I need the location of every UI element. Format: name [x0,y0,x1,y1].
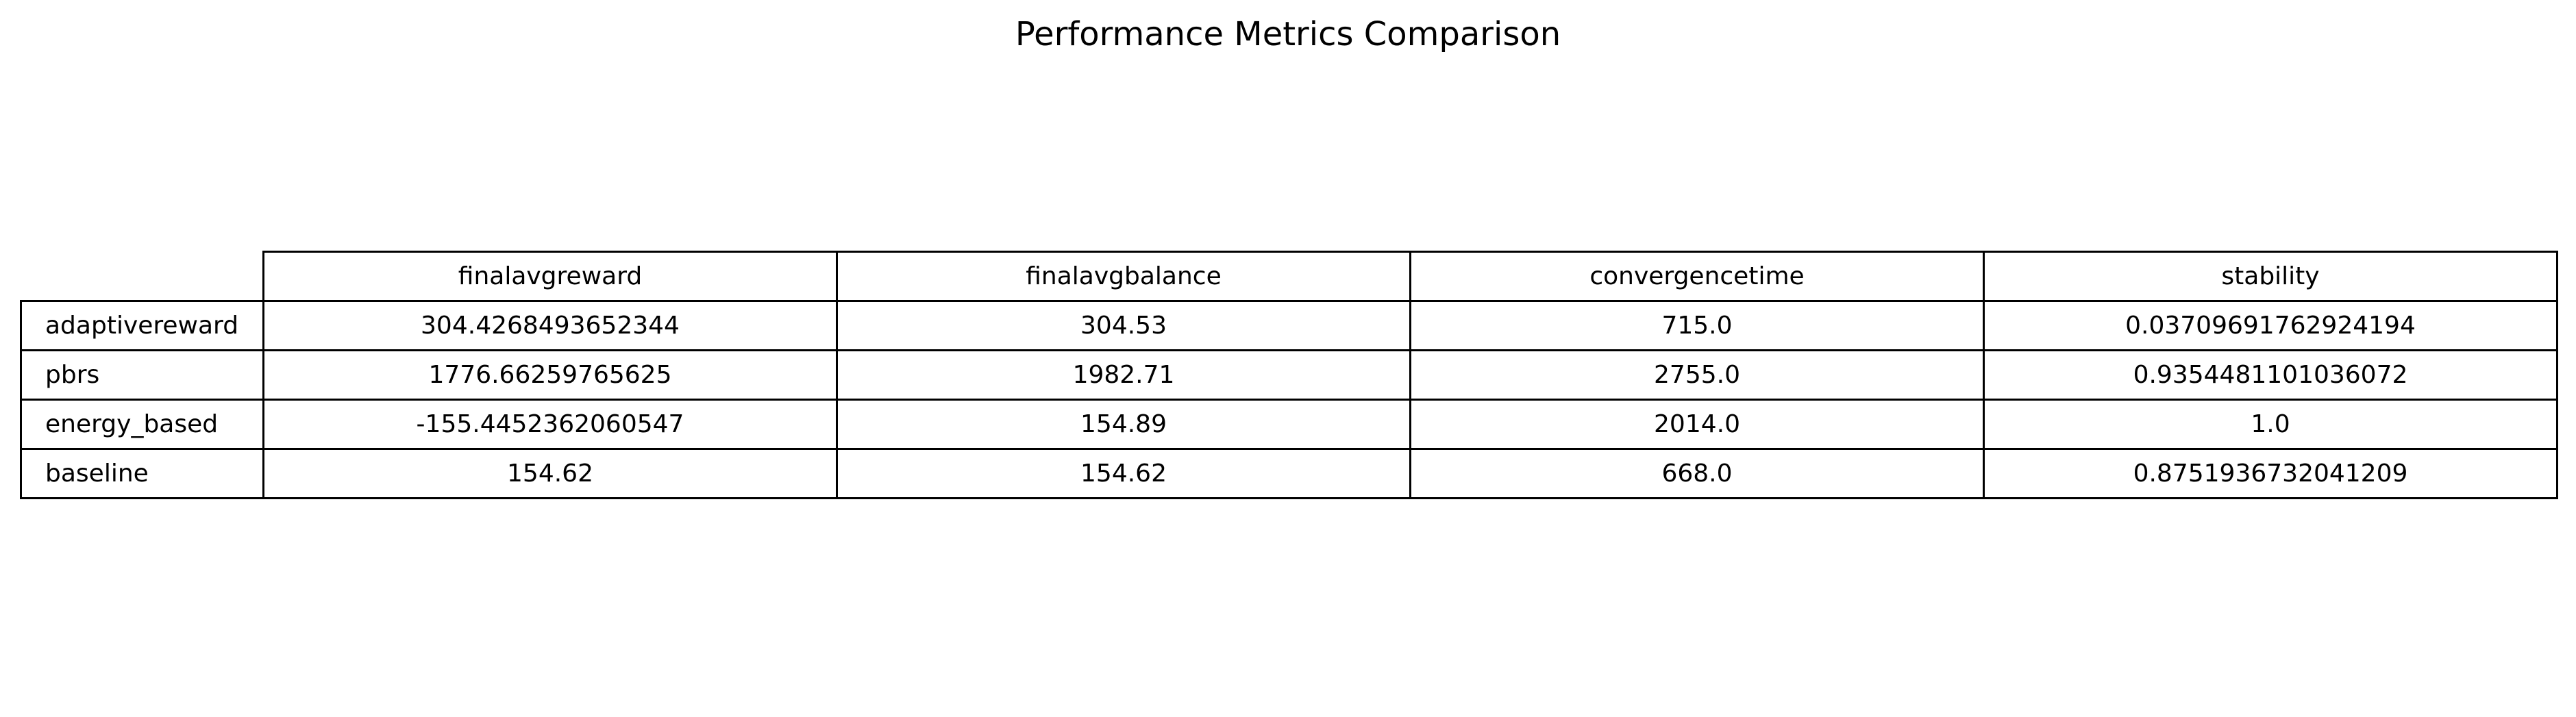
table-cell: 0.8751936732041209 [1983,448,2558,499]
table-cell: 0.9354481101036072 [1983,349,2558,401]
row-header: pbrs [20,349,264,401]
table-cell: 2755.0 [1409,349,1985,401]
table-row: energy_based -155.4452362060547 154.89 2… [20,399,2558,450]
table-cell: 715.0 [1409,300,1985,351]
table-cell: 1776.66259765625 [262,349,838,401]
column-header: stability [1983,251,2558,302]
table-cell: 304.53 [836,300,1411,351]
column-header: convergencetime [1409,251,1985,302]
corner-cell [21,251,264,302]
row-header: energy_based [20,399,264,450]
table-cell: 154.62 [836,448,1411,499]
row-header: adaptivereward [20,300,264,351]
table-cell: 0.03709691762924194 [1983,300,2558,351]
table-cell: 1.0 [1983,399,2558,450]
table-cell: 154.62 [262,448,838,499]
row-header: baseline [20,448,264,499]
chart-title: Performance Metrics Comparison [1015,15,1561,53]
header-row: finalavgreward finalavgbalance convergen… [21,251,2558,302]
column-header: finalavgbalance [836,251,1411,302]
table-cell: -155.4452362060547 [262,399,838,450]
table-cell: 2014.0 [1409,399,1985,450]
metrics-table: finalavgreward finalavgbalance convergen… [20,251,2558,499]
table-cell: 668.0 [1409,448,1985,499]
table-cell: 304.4268493652344 [262,300,838,351]
table-row: pbrs 1776.66259765625 1982.71 2755.0 0.9… [20,349,2558,401]
table-row: baseline 154.62 154.62 668.0 0.875193673… [20,448,2558,499]
table-cell: 1982.71 [836,349,1411,401]
column-header: finalavgreward [262,251,838,302]
table-row: adaptivereward 304.4268493652344 304.53 … [20,300,2558,351]
table-cell: 154.89 [836,399,1411,450]
